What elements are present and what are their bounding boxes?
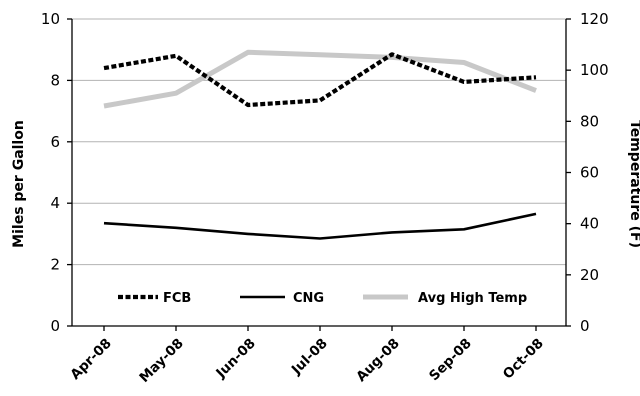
series-line-fcb: [103, 52, 537, 108]
y2-tick-label: 60: [580, 164, 599, 182]
x-tick-label: Apr-08: [67, 336, 114, 383]
x-tick-label: Sep-08: [426, 336, 475, 385]
y-tick-label: 10: [41, 10, 60, 28]
axes: [67, 18, 571, 331]
y2-axis-title: Temperature (F): [627, 120, 640, 248]
y2-tick-label: 100: [580, 61, 609, 79]
y-tick-label: 0: [50, 317, 60, 335]
x-tick-label: Oct-08: [500, 336, 547, 383]
legend-label: Avg High Temp: [418, 291, 527, 306]
y-tick-label: 4: [50, 194, 60, 212]
y2-tick-label: 0: [580, 317, 590, 335]
series-line-avg-high-temp: [103, 49, 537, 109]
y-tick-label: 8: [50, 71, 60, 89]
y2-tick-label: 120: [580, 10, 609, 28]
x-tick-label: Aug-08: [353, 336, 403, 386]
series-lines: [103, 49, 537, 240]
x-tick-label: Jul-08: [288, 336, 331, 379]
legend-label: CNG: [293, 291, 324, 306]
y-tick-label: 2: [50, 256, 60, 274]
y-axis-title: Miles per Gallon: [11, 120, 27, 248]
y2-tick-label: 20: [580, 266, 599, 284]
series-line-cng: [103, 212, 537, 240]
legend: FCB CNG Avg High Temp: [118, 291, 527, 306]
x-tick-label: May-08: [136, 336, 186, 386]
y2-tick-label: 40: [580, 215, 599, 233]
legend-label: FCB: [163, 291, 191, 306]
axis-titles: Miles per Gallon Temperature (F): [11, 120, 640, 248]
y-tick-label: 6: [50, 133, 60, 151]
x-tick-label: Jun-08: [212, 336, 258, 382]
y2-tick-label: 80: [580, 112, 599, 130]
